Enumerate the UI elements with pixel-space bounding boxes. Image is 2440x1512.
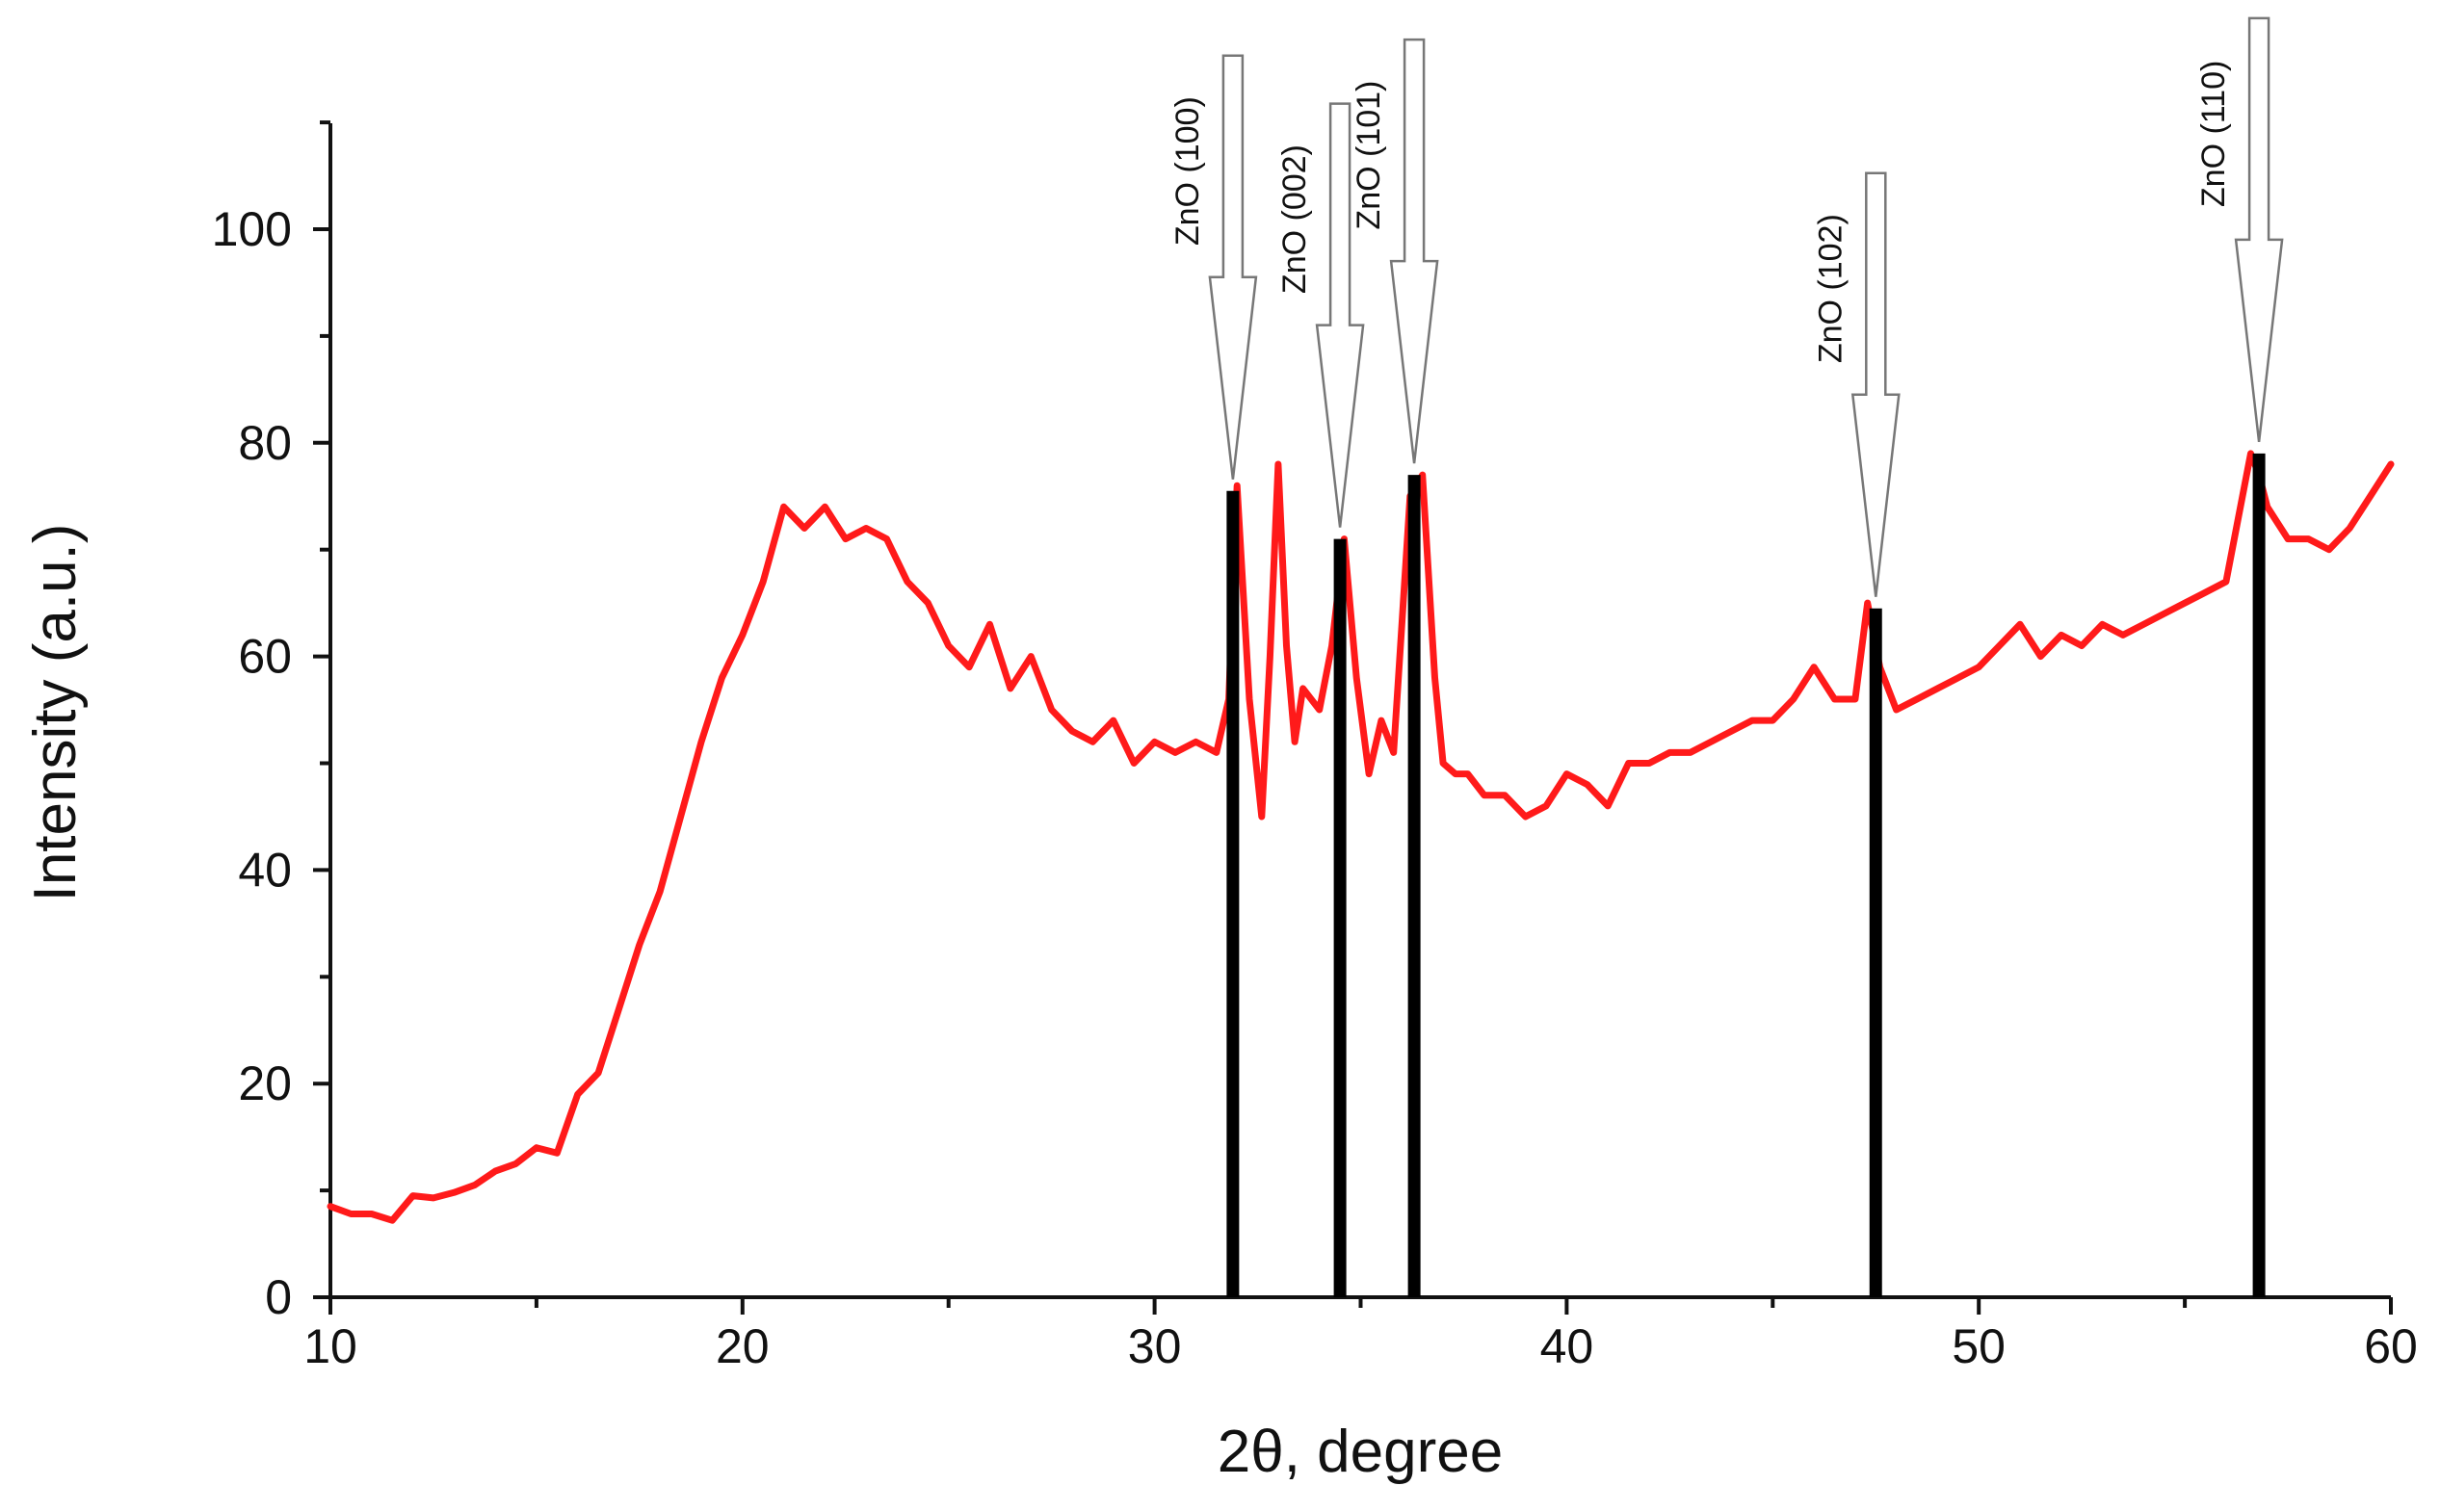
peak-arrow: [1208, 54, 1258, 480]
x-tick-label: 60: [2364, 1319, 2418, 1373]
x-axis-title: 2θ, degree: [1218, 1419, 1503, 1485]
peak-arrow: [1850, 171, 1901, 597]
x-tick-label: 30: [1128, 1319, 1182, 1373]
peak-label: ZnO (101): [1351, 81, 1387, 230]
x-tick-label: 10: [303, 1319, 357, 1373]
series-line: [327, 450, 2395, 1224]
y-tick-label: 40: [238, 843, 292, 897]
peak-label: ZnO (110): [2195, 61, 2232, 207]
y-tick-label: 20: [238, 1056, 292, 1110]
trace-layer: [327, 450, 2395, 1224]
tick-labels: 10 20 30 40 50 60 0 20 40 60 80 100: [212, 202, 2418, 1373]
peak-label: ZnO (002): [1276, 144, 1313, 294]
y-tick-label: 80: [238, 416, 292, 470]
peak-arrow: [2234, 16, 2284, 443]
peak-arrow: [1389, 38, 1439, 464]
peak-label: ZnO (102): [1812, 214, 1849, 363]
peaks-layer: ZnO (100) ZnO (002) ZnO (101) ZnO (102) ZnO …: [1169, 16, 2284, 1297]
y-tick-label: 100: [212, 202, 292, 256]
x-tick-label: 50: [1952, 1319, 2006, 1373]
peak-label: ZnO (100): [1169, 96, 1206, 246]
x-tick-label: 20: [716, 1319, 770, 1373]
y-tick-label: 0: [265, 1270, 292, 1324]
ticks: [313, 120, 2393, 1315]
y-tick-label: 60: [238, 630, 292, 684]
x-tick-label: 40: [1540, 1319, 1594, 1373]
peak-arrow: [1315, 102, 1365, 528]
y-axis-title: Intensity (a.u.): [22, 524, 89, 902]
